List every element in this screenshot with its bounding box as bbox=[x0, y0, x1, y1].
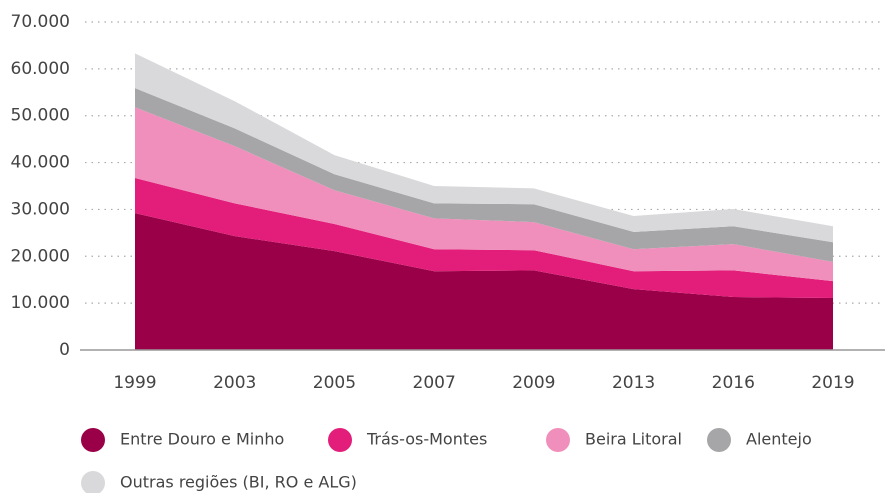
legend: Entre Douro e Minho Trás-os-Montes Beira L… bbox=[81, 428, 812, 493]
legend-swatch bbox=[546, 428, 570, 452]
legend-label: Trás-os-Montes bbox=[366, 430, 487, 449]
x-tick-label: 2019 bbox=[811, 373, 854, 393]
x-tick-label: 2016 bbox=[712, 373, 755, 393]
y-tick-label: 50.000 bbox=[11, 106, 70, 126]
area bbox=[135, 53, 833, 243]
legend-swatch bbox=[328, 428, 352, 452]
y-tick-label: 20.000 bbox=[11, 246, 70, 266]
legend-label: Alentejo bbox=[746, 430, 812, 449]
x-tick-label: 2009 bbox=[512, 373, 555, 393]
y-tick-label: 60.000 bbox=[11, 59, 70, 79]
y-tick-label: 10.000 bbox=[11, 293, 70, 313]
area bbox=[135, 178, 833, 298]
y-tick-label: 70.000 bbox=[11, 12, 70, 32]
area bbox=[135, 107, 833, 282]
y-tick-label: 30.000 bbox=[11, 199, 70, 219]
legend-swatch bbox=[81, 471, 105, 493]
area bbox=[135, 88, 833, 262]
x-tick-label: 2013 bbox=[612, 373, 655, 393]
x-tick-label: 2003 bbox=[213, 373, 256, 393]
legend-label: Beira Litoral bbox=[585, 430, 682, 449]
y-tick-label: 40.000 bbox=[11, 153, 70, 173]
legend-swatch bbox=[81, 428, 105, 452]
x-tick-label: 2005 bbox=[313, 373, 356, 393]
x-tick-label: 2007 bbox=[413, 373, 456, 393]
legend-label: Outras regiões (BI, RO e ALG) bbox=[120, 473, 357, 492]
legend-label: Entre Douro e Minho bbox=[120, 430, 284, 449]
x-tick-label: 1999 bbox=[113, 373, 156, 393]
y-tick-label: 0 bbox=[59, 340, 70, 360]
legend-swatch bbox=[707, 428, 731, 452]
area bbox=[135, 213, 833, 350]
